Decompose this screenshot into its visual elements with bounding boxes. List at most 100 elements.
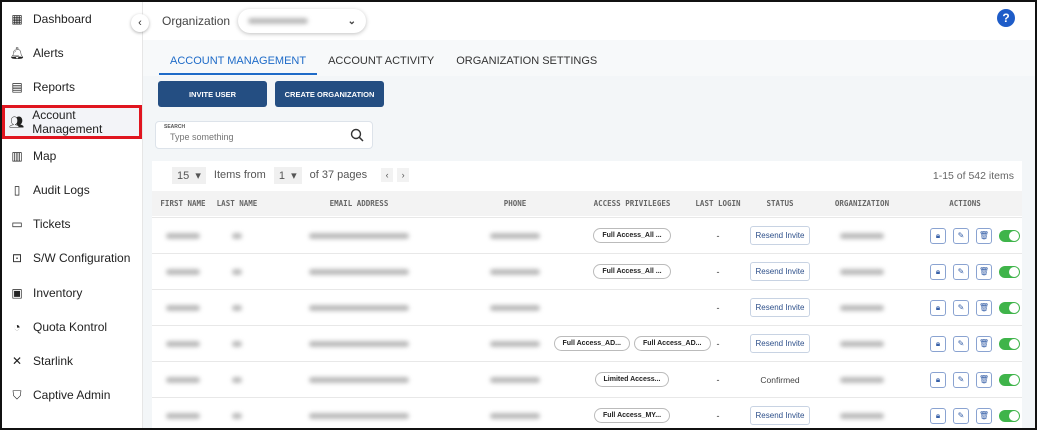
table-row[interactable]: Full Access_MY... - Resend Invite 🔒︎ ✎ 🗑︎ — [152, 397, 1022, 433]
actions-cell: 🔒︎ ✎ 🗑︎ — [918, 218, 1032, 253]
top-bar: Organization ⌄ ? — [143, 2, 1035, 40]
status-cell: Resend Invite — [744, 398, 816, 433]
sidebar-item-quota-kontrol[interactable]: ◔ Quota Kontrol — [2, 310, 142, 344]
sidebar-item-tickets[interactable]: ▭ Tickets — [2, 207, 142, 241]
redacted-cell — [260, 398, 458, 433]
privilege-pill[interactable]: Full Access_AD... — [634, 336, 711, 351]
edit-icon[interactable]: ✎ — [953, 263, 969, 280]
actions-cell: 🔒︎ ✎ 🗑︎ — [918, 398, 1032, 433]
table-row[interactable]: Full Access_All ... - Resend Invite 🔒︎ ✎ 🗑︎ — [152, 217, 1022, 253]
page-select[interactable]: 1 ▾ — [273, 166, 302, 184]
invite-user-button[interactable]: INVITE USER — [158, 81, 267, 107]
redacted-cell — [152, 254, 214, 289]
page-size-select[interactable]: 15 ▾ — [172, 166, 206, 184]
sidebar-item-starlink[interactable]: ✕ Starlink — [2, 344, 142, 378]
sidebar-item-reports[interactable]: ▤ Reports — [2, 70, 142, 104]
shield-icon: ⛉ — [12, 387, 22, 402]
redacted-cell — [458, 326, 572, 361]
tab-organization-settings[interactable]: ORGANIZATION SETTINGS — [456, 55, 598, 67]
active-toggle[interactable] — [999, 229, 1020, 242]
edit-icon[interactable]: ✎ — [953, 227, 969, 244]
sidebar-item-inventory[interactable]: ▣ Inventory — [2, 276, 142, 310]
help-icon[interactable]: ? — [997, 9, 1015, 27]
table-row[interactable]: Full Access_All ... - Resend Invite 🔒︎ ✎ 🗑︎ — [152, 253, 1022, 289]
edit-icon[interactable]: ✎ — [953, 335, 969, 352]
active-toggle[interactable] — [999, 373, 1020, 386]
sidebar-item-audit-logs[interactable]: ▯ Audit Logs — [2, 173, 142, 207]
privilege-pill[interactable]: Full Access_All ... — [593, 228, 671, 243]
trash-icon[interactable]: 🗑︎ — [976, 371, 992, 388]
collapse-sidebar-button[interactable]: ‹ — [131, 14, 149, 32]
column-header: LAST NAME — [216, 199, 258, 208]
trash-icon[interactable]: 🗑︎ — [976, 263, 992, 280]
resend-invite-button[interactable]: Resend Invite — [749, 334, 811, 353]
column-header: EMAIL ADDRESS — [329, 199, 389, 208]
access-privileges-cell: Full Access_All ... — [534, 254, 730, 289]
trash-icon[interactable]: 🗑︎ — [976, 407, 992, 424]
active-toggle[interactable] — [999, 265, 1020, 278]
edit-icon[interactable]: ✎ — [953, 299, 969, 316]
redacted-cell — [458, 254, 572, 289]
column-header: LAST LOGIN — [695, 199, 741, 208]
sidebar-item-label: Map — [33, 148, 57, 163]
lock-icon[interactable]: 🔒︎ — [930, 407, 946, 424]
search-input[interactable] — [170, 132, 340, 142]
table-row[interactable]: Full Access_AD... Full Access_AD... - Resen… — [152, 325, 1022, 361]
sidebar-item-map[interactable]: ▥ Map — [2, 139, 142, 173]
sidebar-item-dashboard[interactable]: ▦ Dashboard — [2, 2, 142, 36]
sidebar-item-s-w-configuration[interactable]: ⊡ S/W Configuration — [2, 241, 142, 275]
create-organization-button[interactable]: CREATE ORGANIZATION — [275, 81, 384, 107]
sidebar-item-label: Captive Admin — [33, 388, 111, 403]
active-toggle[interactable] — [999, 409, 1020, 422]
document-icon: ▯ — [13, 183, 21, 198]
redacted-cell — [152, 326, 214, 361]
chevron-down-icon: ⌄ — [347, 15, 357, 27]
sidebar-item-alerts[interactable]: 🔔︎ Alerts — [2, 36, 142, 70]
trash-icon[interactable]: 🗑︎ — [976, 227, 992, 244]
sidebar-item-account-management[interactable]: 👥︎ Account Management — [2, 104, 142, 139]
resend-invite-button[interactable]: Resend Invite — [749, 298, 811, 317]
trash-icon[interactable]: 🗑︎ — [976, 335, 992, 352]
tab-account-activity[interactable]: ACCOUNT ACTIVITY — [328, 55, 435, 67]
privilege-pill[interactable]: Full Access_All ... — [593, 264, 671, 279]
sidebar-item-label: Reports — [33, 80, 76, 95]
edit-icon[interactable]: ✎ — [953, 407, 969, 424]
pie-icon: ◔ — [13, 319, 21, 334]
lock-icon[interactable]: 🔒︎ — [930, 299, 946, 316]
privilege-pill[interactable]: Full Access_MY... — [593, 408, 671, 423]
resend-invite-button[interactable]: Resend Invite — [749, 226, 811, 245]
search-icon[interactable] — [350, 128, 364, 142]
redacted-cell — [260, 362, 458, 397]
organization-select[interactable]: ⌄ — [238, 9, 366, 33]
access-privileges-cell: Full Access_All ... — [534, 218, 730, 253]
last-login-cell: - — [716, 266, 720, 277]
access-privileges-cell: Limited Access... — [534, 362, 730, 397]
prev-page-button[interactable]: ‹ — [381, 168, 394, 182]
tab-account-management[interactable]: ACCOUNT MANAGEMENT — [159, 40, 318, 75]
resend-invite-button[interactable]: Resend Invite — [749, 262, 811, 281]
sidebar: ▦ Dashboard 🔔︎ Alerts ▤ Reports 👥︎ Account Mana… — [2, 2, 143, 428]
next-page-button[interactable]: › — [397, 168, 410, 182]
trash-icon[interactable]: 🗑︎ — [976, 299, 992, 316]
ticket-icon: ▭ — [11, 217, 23, 232]
lock-icon[interactable]: 🔒︎ — [930, 227, 946, 244]
page-value: 1 — [278, 169, 285, 182]
resend-invite-button[interactable]: Resend Invite — [749, 406, 811, 425]
privilege-pill[interactable]: Limited Access... — [594, 372, 670, 387]
table-row[interactable]: - Resend Invite 🔒︎ ✎ 🗑︎ — [152, 289, 1022, 325]
privilege-pill[interactable]: Full Access_AD... — [553, 336, 630, 351]
sidebar-item-label: Inventory — [33, 285, 83, 300]
table-row[interactable]: Limited Access... - Confirmed 🔒︎ ✎ 🗑︎ — [152, 361, 1022, 397]
sidebar-item-label: Starlink — [33, 353, 74, 368]
active-toggle[interactable] — [999, 337, 1020, 350]
column-header: FIRST NAME — [160, 199, 206, 208]
lock-icon[interactable]: 🔒︎ — [930, 335, 946, 352]
edit-icon[interactable]: ✎ — [953, 371, 969, 388]
active-toggle[interactable] — [999, 301, 1020, 314]
lock-icon[interactable]: 🔒︎ — [930, 263, 946, 280]
organization-cell — [816, 398, 908, 433]
sidebar-item-captive-admin[interactable]: ⛉ Captive Admin — [2, 378, 142, 412]
lock-icon[interactable]: 🔒︎ — [930, 371, 946, 388]
redacted-cell — [260, 326, 458, 361]
organization-cell — [816, 218, 908, 253]
